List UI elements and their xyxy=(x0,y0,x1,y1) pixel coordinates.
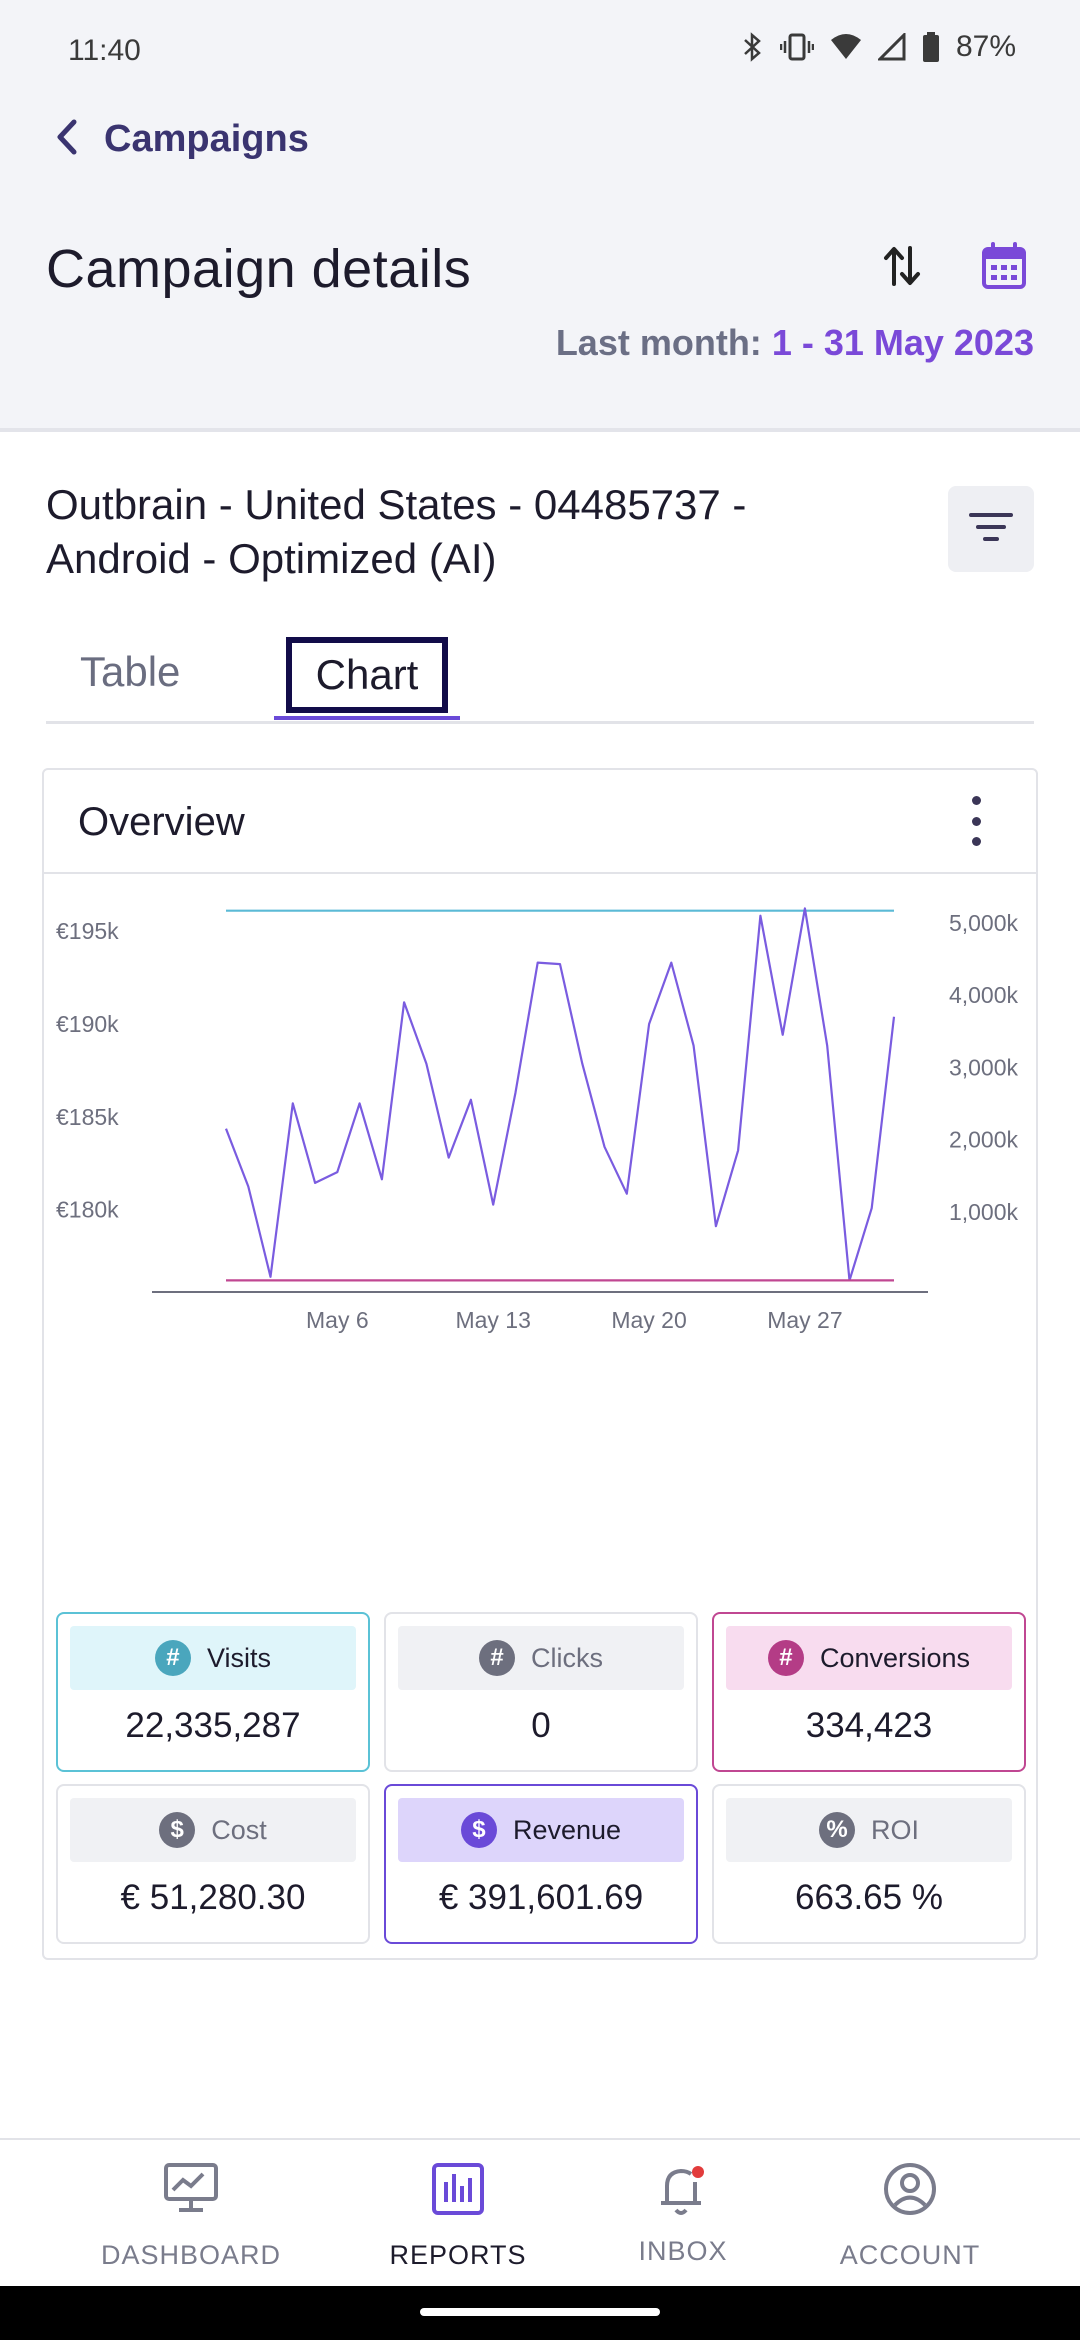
dollar-icon: $ xyxy=(460,1812,497,1848)
chevron-left-icon xyxy=(56,118,78,161)
nav-reports[interactable]: REPORTS xyxy=(323,2140,593,2288)
metric-value: 0 xyxy=(531,1706,551,1745)
metric-value: 334,423 xyxy=(805,1706,933,1745)
hash-icon: # xyxy=(479,1640,515,1676)
metric-label-pill: % ROI xyxy=(726,1798,1012,1862)
back-button[interactable]: Campaigns xyxy=(56,118,309,161)
y-left-tick-label: €185k xyxy=(56,1104,119,1130)
bell-icon xyxy=(657,2162,709,2223)
more-dot xyxy=(971,796,981,805)
metric-label: Conversions xyxy=(819,1642,971,1673)
metric-label: Visits xyxy=(206,1642,272,1673)
back-label: Campaigns xyxy=(104,118,309,160)
y-left-tick-label: €195k xyxy=(56,918,119,944)
calendar-icon xyxy=(981,241,1027,295)
filter-button[interactable] xyxy=(948,486,1034,572)
metric-value: 663.65 % xyxy=(795,1878,943,1917)
signal-icon xyxy=(877,33,906,61)
campaign-title: Outbrain - United States - 04485737 - An… xyxy=(46,481,747,582)
y-left-tick-label: €190k xyxy=(56,1011,119,1037)
bar-chart-icon xyxy=(431,2162,485,2221)
tab-table[interactable]: Table xyxy=(80,648,181,695)
nav-label: DASHBOARD xyxy=(100,2240,282,2270)
overview-card: Overview €180k €185k €190k €195k 1,000k 2,000… xyxy=(42,768,1038,1960)
metric-card-visits[interactable]: # Visits 22,335,287 xyxy=(56,1612,370,1772)
sort-button[interactable] xyxy=(874,240,930,296)
metric-value: € 391,601.69 xyxy=(438,1878,644,1917)
x-tick-label: May 20 xyxy=(611,1307,686,1333)
home-gesture-handle[interactable] xyxy=(420,2308,660,2316)
active-tab-indicator xyxy=(274,716,460,720)
y-right-tick-label: 3,000k xyxy=(949,1054,1019,1080)
nav-dashboard[interactable]: DASHBOARD xyxy=(56,2140,326,2288)
overview-title: Overview xyxy=(78,800,245,844)
x-tick-label: May 27 xyxy=(767,1307,842,1333)
more-options-button[interactable] xyxy=(964,796,988,846)
metric-label-pill: # Clicks xyxy=(398,1626,684,1690)
view-tabs: Table Chart xyxy=(46,632,1034,724)
nav-label: INBOX xyxy=(638,2236,728,2266)
metric-card-roi[interactable]: % ROI 663.65 % xyxy=(712,1784,1026,1944)
metric-value: € 51,280.30 xyxy=(120,1878,306,1917)
metric-label-pill: # Visits xyxy=(70,1626,356,1690)
x-tick-label: May 6 xyxy=(306,1307,369,1333)
dollar-icon: $ xyxy=(159,1812,196,1848)
hash-icon: # xyxy=(154,1640,191,1676)
metric-label: Clicks xyxy=(531,1642,603,1673)
overview-header: Overview xyxy=(44,770,1036,874)
date-range-prefix: Last month: xyxy=(555,322,762,363)
metric-card-cost[interactable]: $ Cost € 51,280.30 xyxy=(56,1784,370,1944)
filter-icon xyxy=(969,511,1013,548)
status-icons: 87% xyxy=(742,30,1016,64)
metric-label: Revenue xyxy=(512,1814,622,1845)
bottom-navigation: DASHBOARD REPORTS INBOX ACCOUNT xyxy=(0,2138,1080,2286)
date-range: Last month: 1 - 31 May 2023 xyxy=(556,322,1034,364)
metric-card-rev[interactable]: $ Revenue € 391,601.69 xyxy=(384,1784,698,1944)
more-dot xyxy=(971,837,981,846)
vibrate-icon xyxy=(779,32,814,62)
metric-label-pill: $ Revenue xyxy=(398,1798,684,1862)
wifi-icon xyxy=(830,33,862,61)
metric-card-clicks[interactable]: # Clicks 0 xyxy=(384,1612,698,1772)
nav-label: REPORTS xyxy=(389,2240,527,2270)
metric-label-pill: # Conversions xyxy=(726,1626,1012,1690)
more-dot xyxy=(971,816,981,826)
tab-chart[interactable]: Chart xyxy=(286,637,448,713)
battery-icon xyxy=(922,32,940,62)
nav-account[interactable]: ACCOUNT xyxy=(775,2140,1045,2288)
y-right-tick-label: 4,000k xyxy=(949,982,1019,1008)
nav-inbox[interactable]: INBOX xyxy=(548,2140,818,2288)
y-right-tick-label: 5,000k xyxy=(949,910,1019,936)
percent-icon: % xyxy=(818,1812,855,1848)
header-area: 11:40 87% Campaigns Campaign detail xyxy=(0,0,1080,432)
status-bar: 11:40 87% xyxy=(0,0,1080,100)
y-left-tick-label: €180k xyxy=(56,1197,119,1223)
nav-label: ACCOUNT xyxy=(839,2240,981,2270)
page-title: Campaign details xyxy=(46,239,472,299)
gesture-bar xyxy=(0,2286,1080,2340)
metric-label: Cost xyxy=(211,1814,267,1845)
metric-card-conv[interactable]: # Conversions 334,423 xyxy=(712,1612,1026,1772)
sort-arrows-icon xyxy=(882,244,922,293)
hash-icon: # xyxy=(767,1640,804,1676)
y-right-tick-label: 1,000k xyxy=(949,1199,1019,1225)
monitor-chart-icon xyxy=(163,2162,219,2219)
y-right-tick-label: 2,000k xyxy=(949,1127,1019,1153)
date-range-value: 1 - 31 May 2023 xyxy=(771,322,1034,363)
battery-percent: 87% xyxy=(955,30,1016,63)
overview-chart: €180k €185k €190k €195k 1,000k 2,000k 3,000k 4,… xyxy=(56,907,1019,1333)
x-tick-label: May 13 xyxy=(455,1307,530,1333)
metric-value: 22,335,287 xyxy=(125,1706,301,1745)
metric-label-pill: $ Cost xyxy=(70,1798,356,1862)
user-circle-icon xyxy=(883,2162,937,2221)
metric-label: ROI xyxy=(870,1814,919,1845)
status-time: 11:40 xyxy=(68,34,141,67)
calendar-button[interactable] xyxy=(976,240,1032,296)
series-line-1 xyxy=(224,907,896,1282)
bluetooth-icon xyxy=(742,32,764,62)
